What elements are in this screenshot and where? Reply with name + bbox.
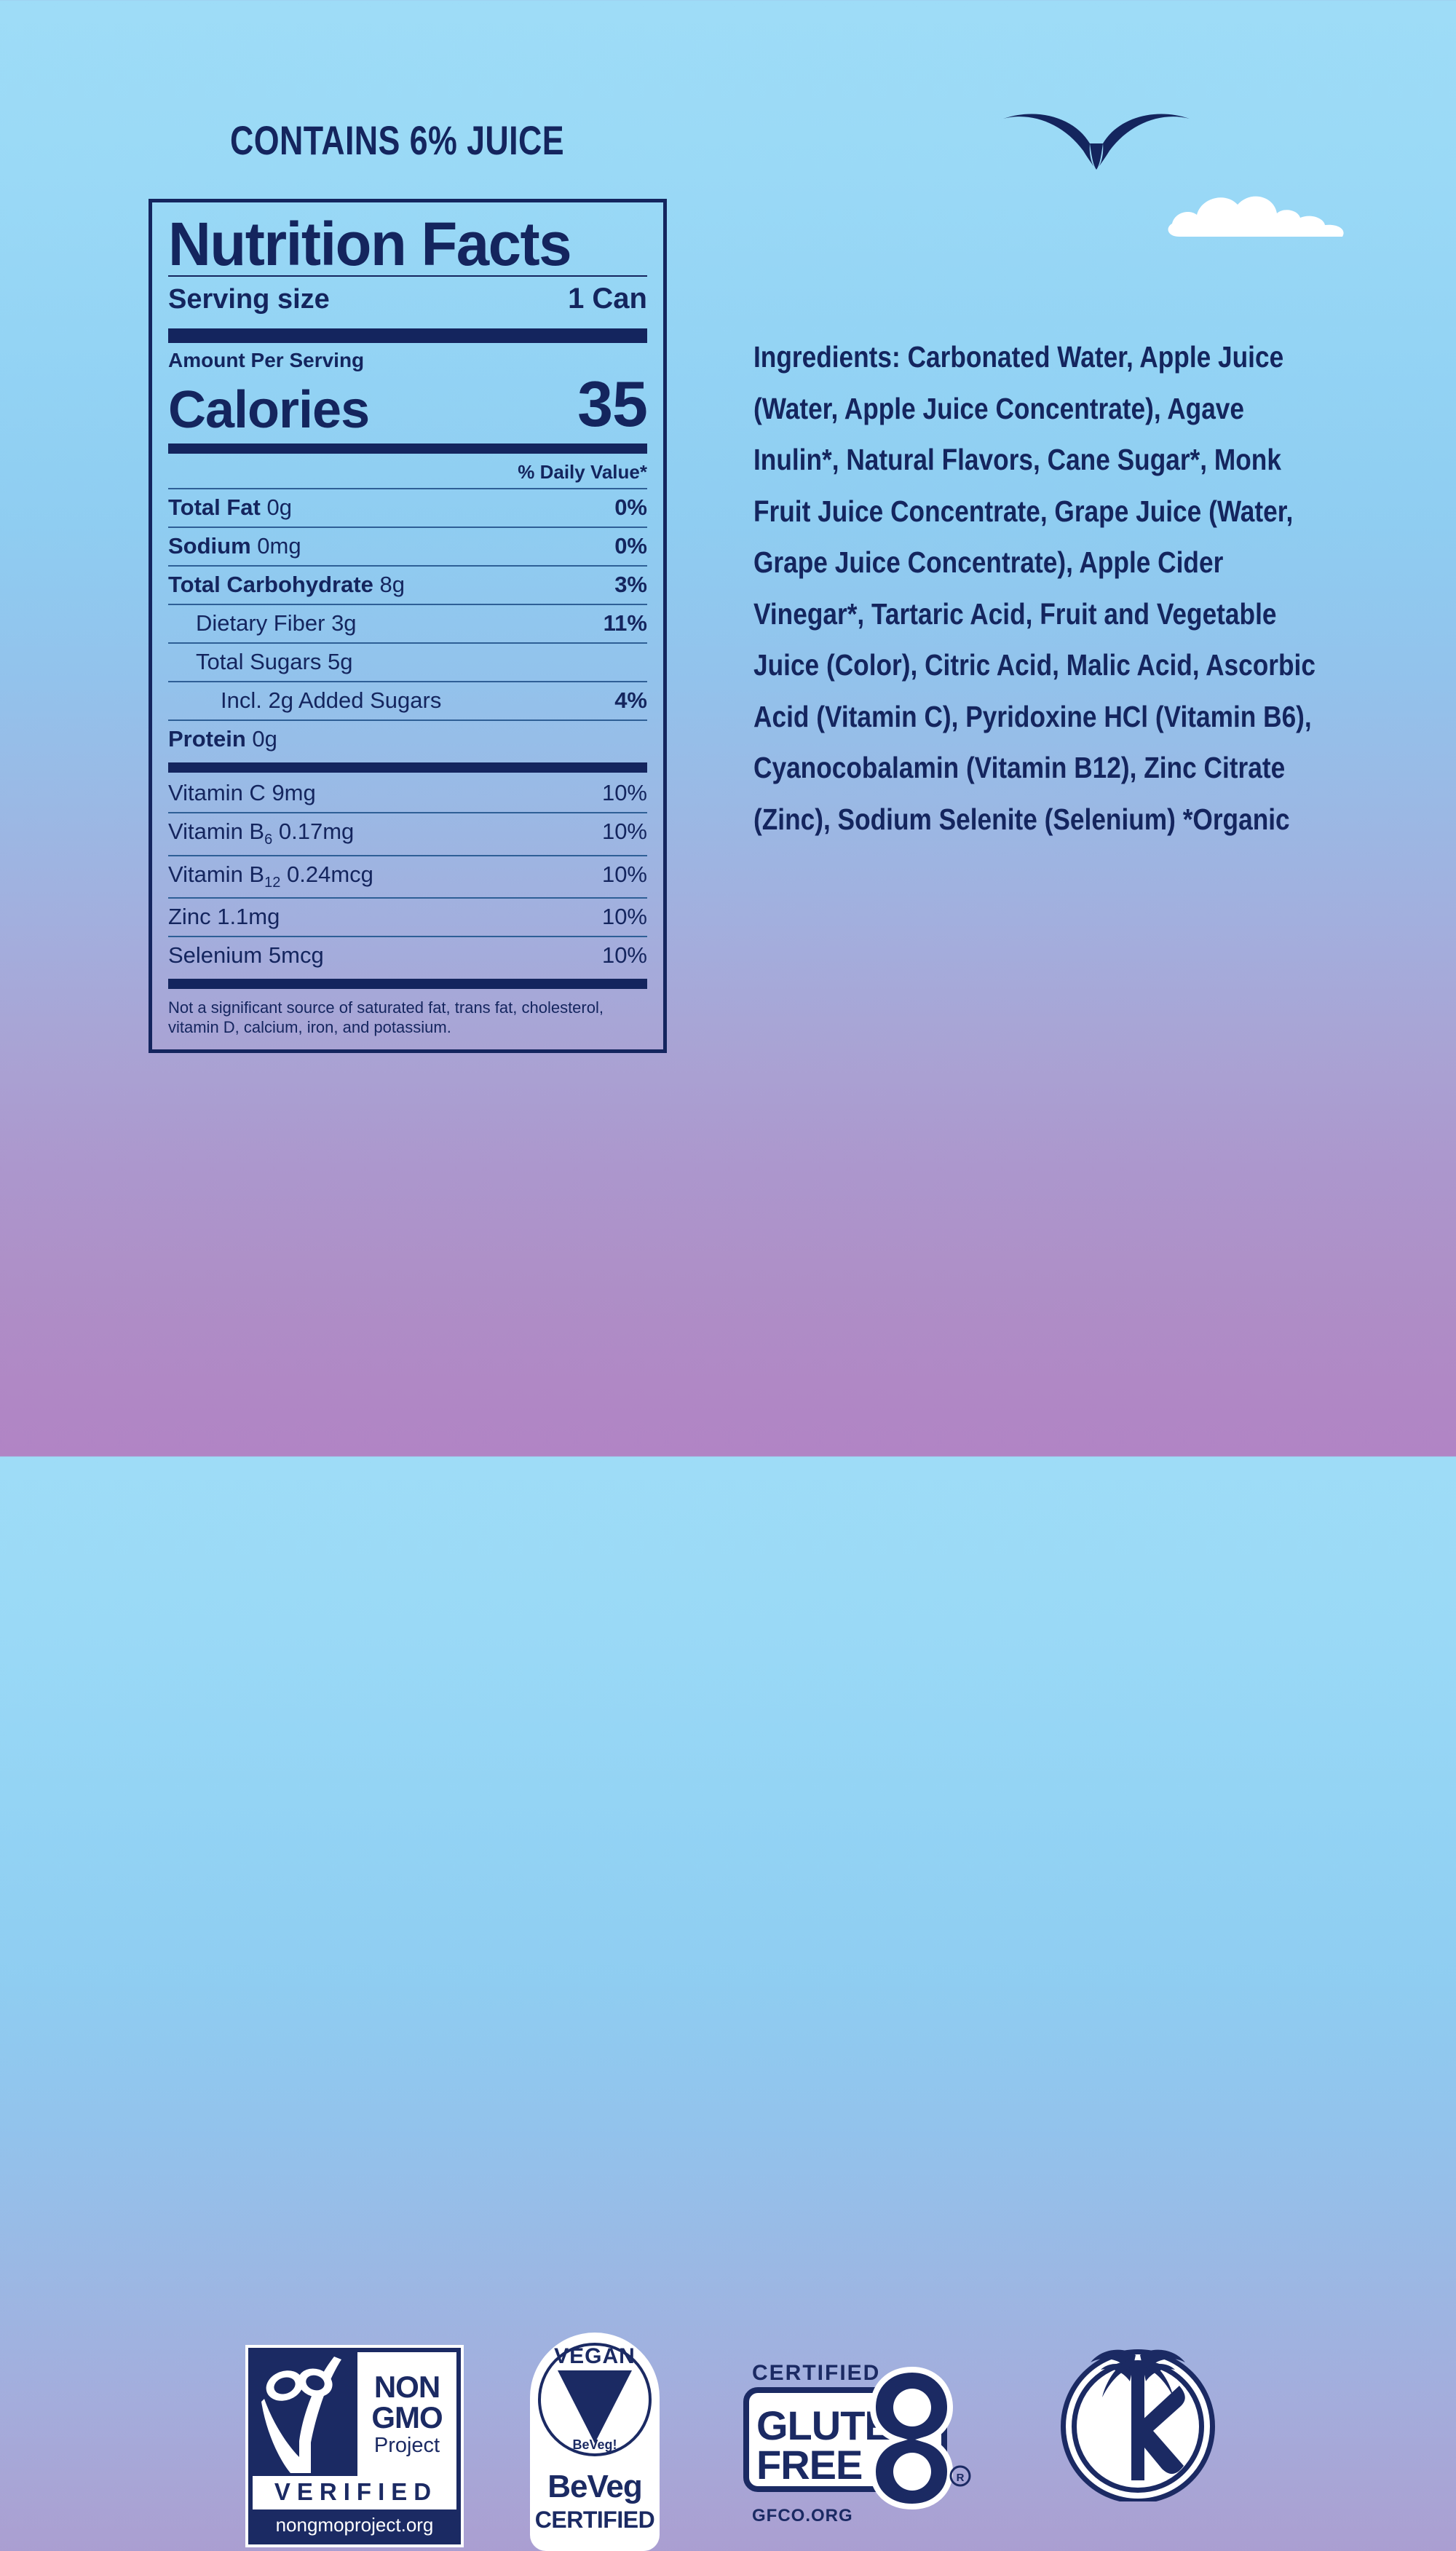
- nutrient-subscript: 12: [264, 874, 281, 891]
- serving-size-row: Serving size 1 Can: [168, 277, 647, 323]
- nutrient-amount: 5g: [327, 649, 353, 675]
- mid-divider-3: [168, 978, 647, 989]
- table-row: Incl. 2g Added Sugars 4%: [168, 681, 647, 719]
- table-row: Protein 0g: [168, 719, 647, 758]
- nutrient-name: Total Sugars: [196, 649, 322, 675]
- non-gmo-project-badge: NON GMO Project VERIFIED nongmoproject.o…: [245, 2345, 464, 2547]
- nutrient-pct: 10%: [601, 942, 647, 968]
- non-gmo-line3: Project: [373, 2434, 440, 2457]
- vegan-v-icon: VEGAN BeVeg! BeVeg CERTIFIED: [535, 2343, 655, 2533]
- calories-label: Calories: [168, 381, 370, 440]
- beveg-vegan-badge: VEGAN BeVeg! BeVeg CERTIFIED: [530, 2333, 660, 2551]
- nutrient-amount: 3g: [331, 610, 357, 636]
- gluten-free-badge: CERTIFIED GLUTEN FREE R GFCO.ORG: [739, 2354, 979, 2528]
- svg-text:VEGAN: VEGAN: [554, 2344, 636, 2368]
- gf-line2: FREE: [756, 2442, 862, 2488]
- nutrient-name: Dietary Fiber: [196, 610, 325, 636]
- nutrient-name: Total Fat: [168, 494, 261, 521]
- table-row: Zinc 1.1mg 10%: [168, 896, 647, 936]
- table-row: Sodium 0mg 0%: [168, 527, 647, 565]
- svg-text:CERTIFIED: CERTIFIED: [535, 2507, 654, 2533]
- nutrient-name: Vitamin B: [168, 861, 265, 887]
- nutrition-facts-panel: Nutrition Facts Serving size 1 Can Amoun…: [149, 199, 667, 1053]
- nutrition-facts-title: Nutrition Facts: [168, 210, 572, 278]
- nutrient-pct: 0%: [614, 494, 647, 521]
- nutrient-name: Incl. 2g Added Sugars: [221, 687, 442, 714]
- nutrient-name: Protein: [168, 726, 246, 752]
- non-gmo-line1: NON: [373, 2370, 440, 2404]
- certification-badges: NON GMO Project VERIFIED nongmoproject.o…: [0, 1162, 1456, 2551]
- table-row: Total Carbohydrate 8g 3%: [168, 565, 647, 604]
- nutrient-pct: 10%: [601, 780, 647, 806]
- nutrient-pct: 10%: [601, 861, 647, 887]
- nutrient-pct: 11%: [603, 610, 647, 636]
- nutrient-name: Sodium: [168, 533, 251, 559]
- daily-value-header: % Daily Value*: [518, 461, 647, 484]
- seagull-icon: [1003, 114, 1190, 170]
- non-gmo-url: nongmoproject.org: [275, 2514, 434, 2536]
- nutrient-pct: 10%: [601, 819, 647, 845]
- table-row: Vitamin C 9mg 10%: [168, 773, 647, 812]
- nutrient-amount: 8g: [379, 572, 405, 598]
- calories-value: 35: [577, 368, 648, 441]
- nutrient-name: Vitamin B: [168, 819, 265, 845]
- nutrient-amount: 0.24mcg: [286, 861, 373, 887]
- nutrient-amount: 0.17mg: [278, 819, 355, 845]
- footnote-text: Not a significant source of saturated fa…: [168, 998, 604, 1037]
- contains-juice-text: CONTAINS 6% JUICE: [230, 117, 565, 163]
- gf-certified-label: CERTIFIED: [752, 2361, 880, 2385]
- nutrient-amount: 5mcg: [268, 942, 324, 968]
- cloud-icon: [1168, 196, 1344, 237]
- kosher-palm-k-icon: [1061, 2349, 1215, 2504]
- table-row: Vitamin B12 0.24mcg 10%: [168, 854, 647, 897]
- nutrient-amount: 9mg: [272, 780, 316, 806]
- serving-size-label: Serving size: [168, 284, 330, 315]
- thick-divider: [168, 328, 647, 344]
- nutrient-pct: 4%: [614, 687, 647, 714]
- ingredients-text: Ingredients: Carbonated Water, Apple Jui…: [753, 340, 1315, 836]
- calories-row: Calories 35: [168, 368, 648, 441]
- table-row: Total Sugars 5g: [168, 642, 647, 681]
- non-gmo-verified: VERIFIED: [253, 2476, 456, 2509]
- nutrient-name: Selenium: [168, 942, 263, 968]
- nutrient-amount: 0g: [266, 494, 292, 521]
- nutrient-pct: 0%: [614, 533, 647, 559]
- table-row: Selenium 5mcg 10%: [168, 935, 647, 974]
- serving-size-value: 1 Can: [568, 283, 647, 315]
- table-row: Dietary Fiber 3g 11%: [168, 604, 647, 642]
- butterfly-plant-icon: [248, 2348, 357, 2476]
- amount-per-serving-label: Amount Per Serving: [168, 349, 365, 372]
- nutrient-name: Vitamin C: [168, 780, 266, 806]
- non-gmo-line2: GMO: [371, 2400, 443, 2434]
- nutrient-name: Zinc: [168, 903, 211, 929]
- nutrient-amount: 0g: [252, 726, 277, 752]
- gf-url: GFCO.ORG: [752, 2506, 853, 2526]
- kosher-palm-badge: [1054, 2330, 1222, 2504]
- table-row: Vitamin B6 0.17mg 10%: [168, 812, 647, 854]
- nutrient-subscript: 6: [264, 832, 273, 848]
- nutrient-name: Total Carbohydrate: [168, 572, 373, 598]
- nutrient-pct: 10%: [601, 903, 647, 929]
- table-row: Total Fat 0g 0%: [168, 488, 647, 527]
- divider: [168, 275, 647, 277]
- mid-divider-2: [168, 762, 647, 773]
- svg-text:R: R: [957, 2472, 965, 2484]
- svg-text:BeVeg: BeVeg: [547, 2469, 642, 2504]
- nutrient-amount: 1.1mg: [217, 903, 280, 929]
- mid-divider: [168, 443, 647, 454]
- nutrient-pct: 3%: [614, 572, 647, 598]
- nutrient-amount: 0mg: [257, 533, 301, 559]
- svg-text:BeVeg!: BeVeg!: [572, 2437, 617, 2452]
